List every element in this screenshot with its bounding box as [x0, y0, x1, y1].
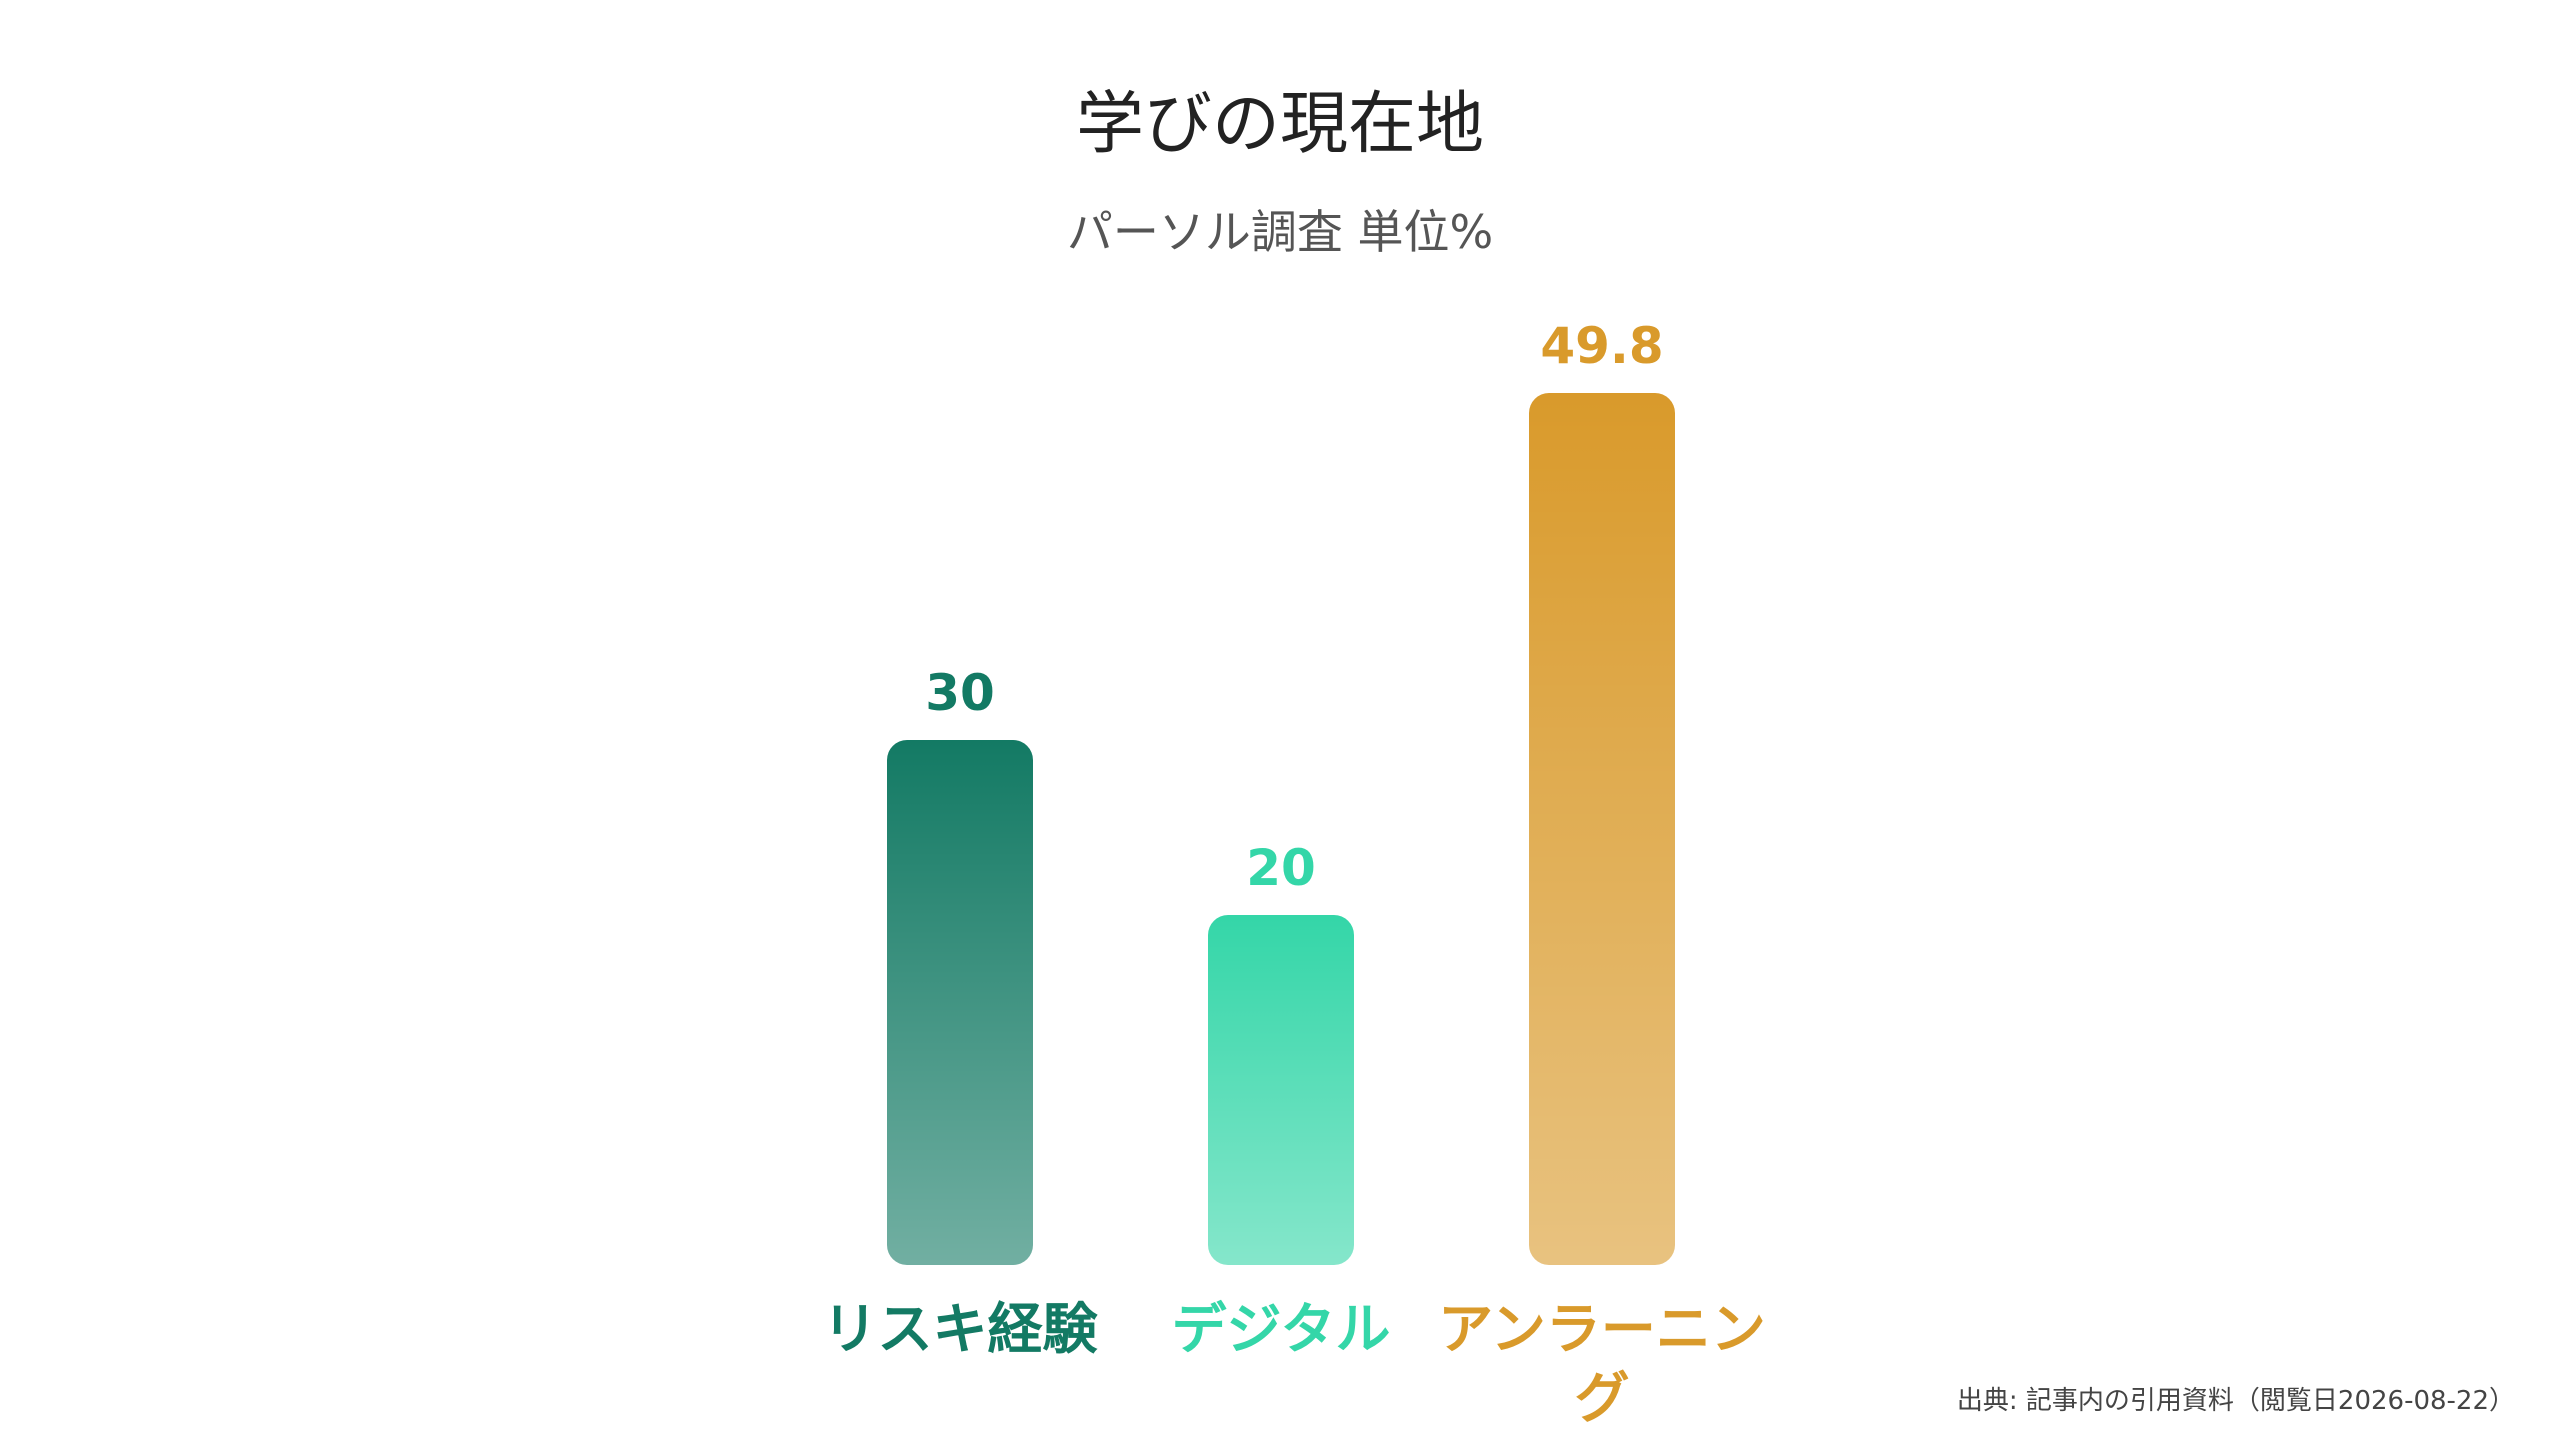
value-label: 20: [1246, 838, 1316, 897]
value-label: 30: [925, 663, 995, 722]
bar: [887, 739, 1033, 1265]
chart-subtitle: パーソル調査 単位%: [1066, 205, 1494, 259]
source-note: 出典: 記事内の引用資料（閲覧日2026-08-22）: [1956, 1386, 2515, 1416]
x-tick-label: デジタル: [1171, 1297, 1391, 1361]
x-tick-label: アンラーニング: [1438, 1297, 1766, 1430]
bar: [1208, 914, 1354, 1265]
value-label: 49.8: [1540, 317, 1664, 375]
chart-title: 学びの現在地: [1075, 85, 1484, 164]
bar: [1529, 393, 1675, 1265]
x-tick-label: リスキ経験: [822, 1297, 1098, 1361]
